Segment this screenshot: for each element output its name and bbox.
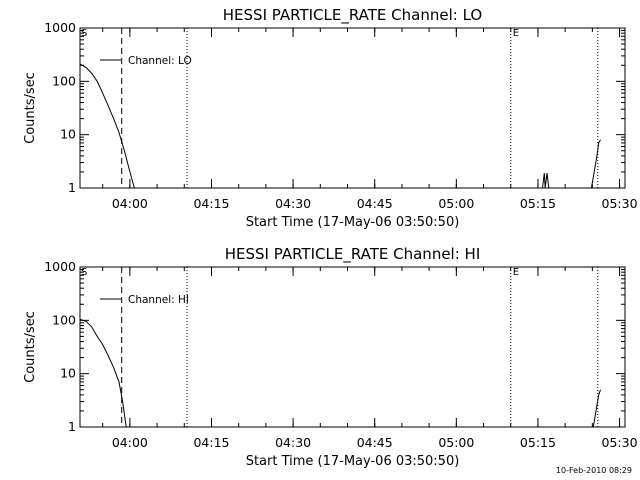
x-tick-label: 05:30 — [602, 196, 638, 211]
x-tick-label: 05:00 — [438, 196, 474, 211]
x-axis-label: Start Time (17-May-06 03:50:50) — [246, 454, 460, 469]
start-marker: S — [81, 267, 87, 278]
x-tick-label: 04:00 — [112, 435, 148, 450]
plot-frame — [79, 27, 626, 189]
x-tick-label: 05:15 — [520, 196, 556, 211]
series-line-segment — [79, 318, 127, 428]
footer-timestamp: 10-Feb-2010 08:29 — [556, 466, 632, 475]
x-tick-label: 05:15 — [520, 435, 556, 450]
plot-frame — [79, 266, 626, 428]
x-tick-label: 04:45 — [357, 435, 393, 450]
chart-hi-panel: HESSI PARTICLE_RATE Channel: HI Start Tim… — [23, 245, 638, 469]
series-line-segment — [79, 63, 135, 189]
x-axis-label: Start Time (17-May-06 03:50:50) — [246, 215, 460, 230]
chart-lo-panel: HESSI PARTICLE_RATE Channel: LO Start Tim… — [23, 6, 638, 230]
y-axis-label: Counts/sec — [23, 72, 38, 144]
y-tick-label: 1000 — [44, 20, 76, 35]
x-tick-label: 05:00 — [438, 435, 474, 450]
series-line-segment — [542, 173, 550, 189]
y-tick-label: 1 — [68, 419, 76, 434]
y-tick-label: 10 — [60, 127, 76, 142]
legend-label: Channel: LO — [128, 55, 192, 67]
legend-label: Channel: HI — [128, 294, 189, 306]
y-tick-label: 100 — [52, 73, 76, 88]
x-tick-label: 04:45 — [357, 196, 393, 211]
x-tick-label: 04:30 — [275, 196, 311, 211]
chart-title: HESSI PARTICLE_RATE Channel: LO — [223, 6, 482, 25]
start-marker: S — [81, 28, 87, 39]
chart-title: HESSI PARTICLE_RATE Channel: HI — [225, 245, 481, 264]
y-tick-label: 1 — [68, 180, 76, 195]
series-line-segment — [592, 389, 601, 428]
end-marker: E — [513, 28, 519, 39]
x-tick-label: 04:00 — [112, 196, 148, 211]
y-tick-label: 100 — [52, 312, 76, 327]
x-tick-label: 04:15 — [193, 435, 229, 450]
x-tick-label: 04:30 — [275, 435, 311, 450]
x-tick-label: 04:15 — [193, 196, 229, 211]
end-marker: E — [513, 267, 519, 278]
y-tick-label: 10 — [60, 366, 76, 381]
y-tick-label: 1000 — [44, 259, 76, 274]
y-axis-label: Counts/sec — [23, 311, 38, 383]
x-tick-label: 05:30 — [602, 435, 638, 450]
series-line-segment — [590, 139, 601, 189]
